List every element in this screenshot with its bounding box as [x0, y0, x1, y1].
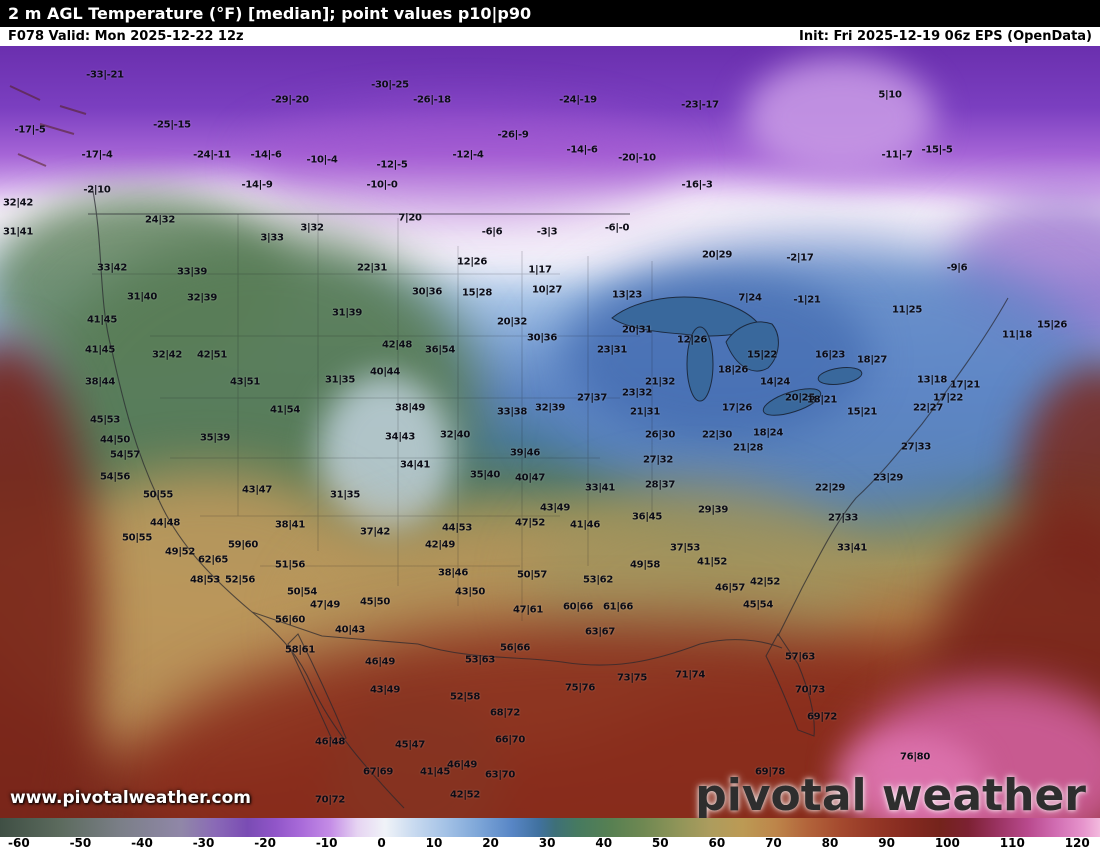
valid-time-label: F078 Valid: Mon 2025-12-22 12z	[8, 29, 244, 44]
hudson-bay-warm-patch	[745, 58, 935, 176]
colorbar-tick-label: 30	[538, 836, 556, 850]
colorbar-tick-label: 60	[708, 836, 726, 850]
forecast-info-bar: F078 Valid: Mon 2025-12-22 12z Init: Fri…	[0, 27, 1100, 46]
colorbar-tick-label: 50	[651, 836, 669, 850]
baja-peninsula	[287, 633, 347, 745]
us-mexico-border	[251, 611, 419, 645]
lake-ontario	[817, 367, 863, 385]
colorbar-gradient	[0, 818, 1100, 837]
colorbar-tick-label: 80	[821, 836, 839, 850]
colorbar-tick-label: -40	[131, 836, 153, 850]
coastline-lines	[88, 185, 1009, 809]
colorbar-tick-label: 10	[425, 836, 443, 850]
colorbar-tick-label: 0	[377, 836, 386, 850]
lake-erie	[762, 388, 822, 416]
website-watermark: www.pivotalweather.com	[10, 788, 252, 808]
lake-michigan	[686, 326, 714, 402]
colorbar-tick-label: -60	[8, 836, 30, 850]
airmass-great-lakes-cold	[570, 271, 870, 441]
temperature-map: www.pivotalweather.com pivotal weather	[0, 46, 1100, 818]
colorbar-tick-label: 120	[1064, 836, 1090, 850]
colorbar-tick-label: 20	[482, 836, 499, 850]
gulf-coastline	[417, 639, 783, 666]
florida-peninsula	[765, 632, 815, 737]
lake-huron	[725, 321, 779, 372]
state-border-lines	[92, 214, 653, 621]
florida-straits-hot-patch	[835, 734, 985, 818]
page-title: 2 m AGL Temperature (°F) [median]; point…	[8, 4, 532, 23]
colorbar-tick-label: 90	[878, 836, 895, 850]
terrain-marks	[9, 85, 87, 167]
colorbar-tick-label: -20	[254, 836, 276, 850]
geography-overlay	[9, 85, 1009, 809]
colorbar-tick-label: 70	[765, 836, 782, 850]
temperature-colorbar: -60 -50 -40 -30 -20 -10 0 10 20 30 40 50 60 70 80 90 100…	[0, 818, 1100, 850]
colorbar-ticks: -60 -50 -40 -30 -20 -10 0 10 20 30 40 50 60 70 80 90 100…	[0, 837, 1100, 850]
east-coastline	[777, 297, 1009, 637]
pivotal-weather-logo: pivotal weather	[695, 770, 1086, 818]
colorbar-tick-label: -30	[192, 836, 215, 850]
great-lakes	[611, 296, 863, 416]
colorbar-tick-label: -10	[315, 836, 338, 850]
airmass-arctic-magenta	[250, 108, 680, 218]
title-bar: 2 m AGL Temperature (°F) [median]; point…	[0, 0, 1100, 27]
west-coastline	[91, 185, 405, 809]
colorbar-tick-label: 40	[595, 836, 613, 850]
colorbar-tick-label: 100	[934, 836, 960, 850]
colorbar-tick-label: -50	[69, 836, 92, 850]
colorbar-tick-label: 110	[999, 836, 1025, 850]
init-time-label: Init: Fri 2025-12-19 06z EPS (OpenData)	[799, 29, 1092, 44]
